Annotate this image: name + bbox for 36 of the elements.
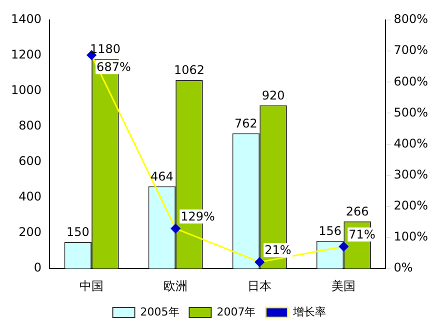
data-label: 464 (150, 169, 174, 184)
y2-tick-label: 300% (394, 168, 428, 182)
data-label: 21% (264, 243, 292, 258)
y2-tick-label: 800% (394, 12, 428, 26)
y-tick-label: 600 (18, 154, 42, 168)
x-tick-label: 美国 (332, 278, 356, 293)
legend-label: 增长率 (292, 305, 326, 318)
data-label: 71% (348, 228, 376, 242)
data-label: 762 (234, 116, 258, 130)
data-label: 920 (262, 88, 285, 102)
data-label: 150 (66, 225, 90, 240)
data-label: 1180 (90, 42, 120, 56)
y2-tick-label: 200% (394, 198, 428, 213)
data-label: 266 (346, 204, 369, 218)
x-tick-label: 日本 (248, 278, 272, 293)
y-tick-label: 1400 (10, 12, 42, 26)
data-label: 687% (96, 60, 131, 74)
legend-label: 2007年 (216, 305, 256, 318)
y2-tick-label: 700% (394, 43, 428, 58)
y-tick-label: 200 (18, 225, 42, 240)
y-tick-label: 800 (18, 118, 42, 133)
data-label: 129% (180, 210, 215, 224)
y2-tick-label: 0% (394, 260, 413, 275)
y2-tick-label: 600% (394, 74, 428, 88)
y-tick-label: 1000 (10, 83, 42, 98)
legend-label: 2005年 (140, 305, 180, 318)
y2-tick-label: 400% (394, 136, 428, 150)
y-tick-label: 400 (18, 190, 42, 204)
y-tick-label: 0 (34, 260, 42, 275)
data-label: 1062 (174, 63, 205, 78)
data-label: 156 (318, 224, 342, 238)
y2-tick-label: 500% (394, 105, 428, 120)
y-tick-label: 1200 (10, 48, 42, 62)
y2-tick-label: 100% (394, 230, 428, 244)
x-tick-label: 中国 (80, 278, 104, 293)
x-tick-label: 欧洲 (164, 278, 188, 293)
